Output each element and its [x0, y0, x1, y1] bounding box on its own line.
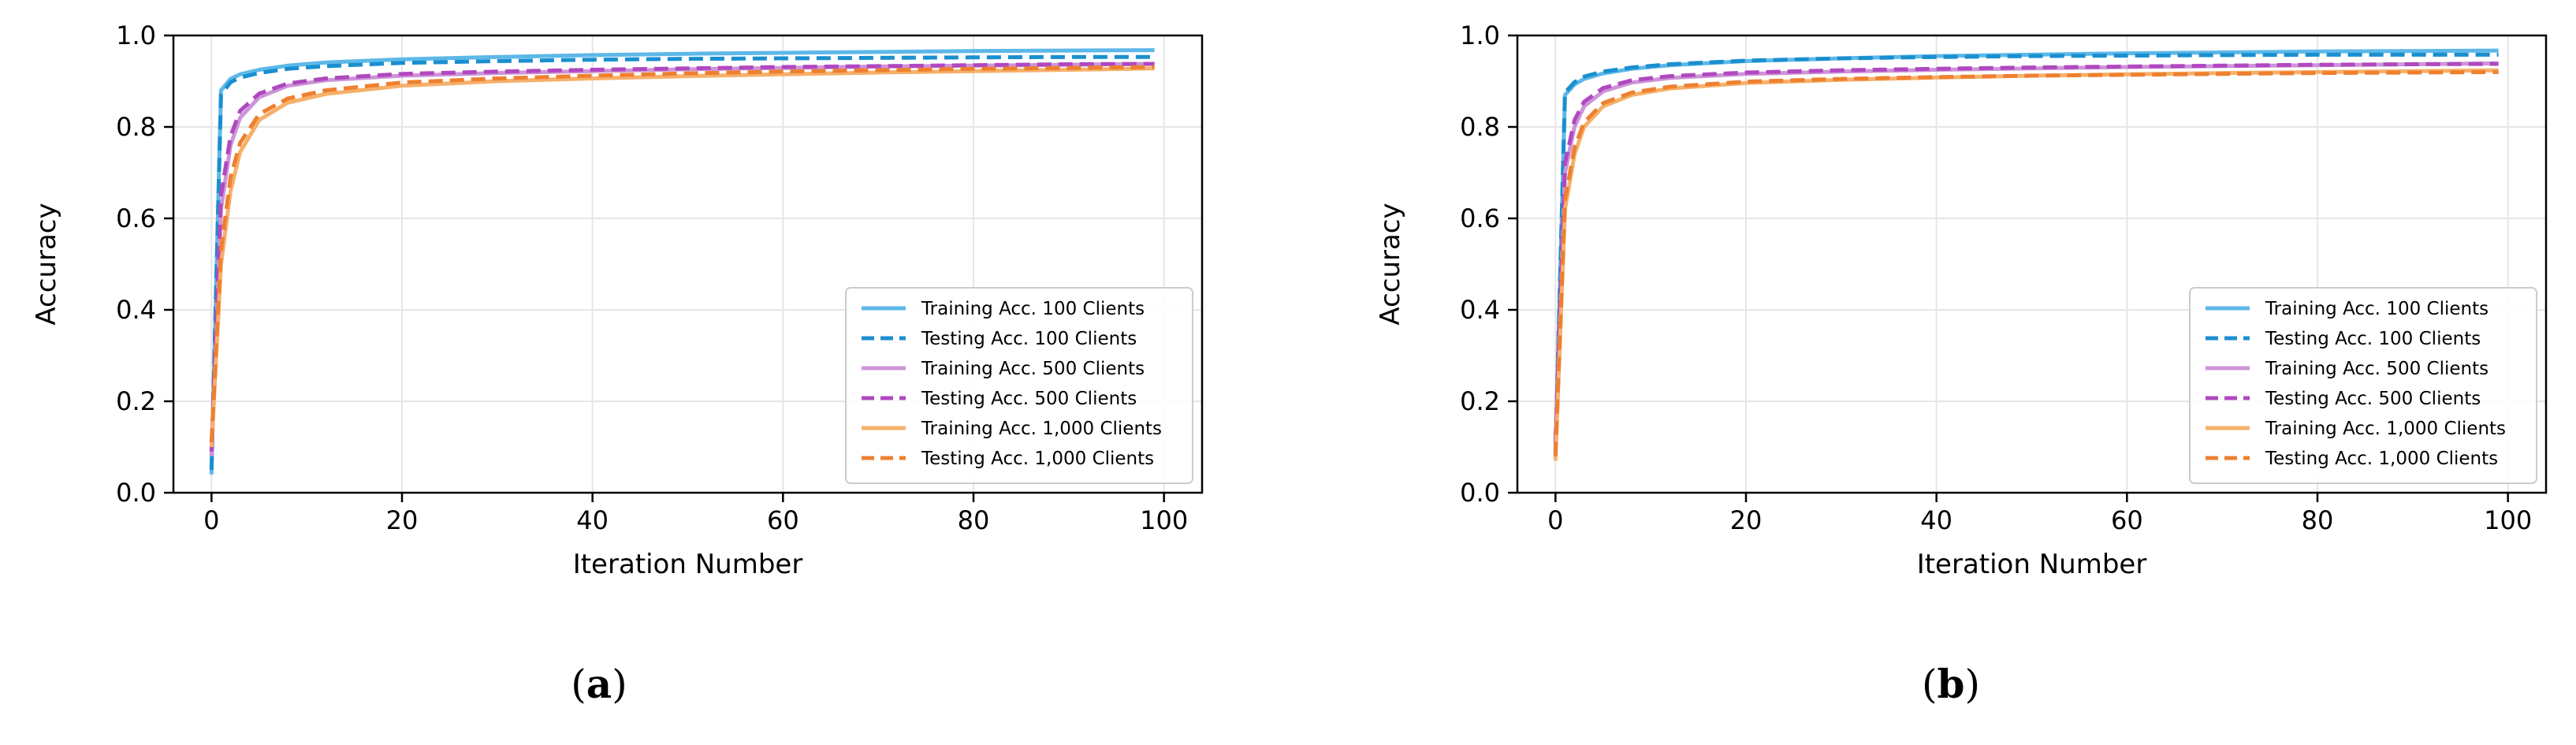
caption-letter: b: [1938, 661, 1965, 707]
y-tick-label: 0.2: [1460, 386, 1500, 416]
x-tick-label: 0: [1547, 505, 1563, 535]
caption-letter: a: [586, 661, 612, 707]
x-tick-label: 100: [2484, 505, 2532, 535]
x-tick-label: 0: [203, 505, 219, 535]
series-line-6: [1553, 69, 2499, 456]
legend: Training Acc. 100 Clients Testing Acc. 10…: [845, 287, 1193, 484]
panel-caption: (b): [1922, 661, 1980, 707]
caption-paren-open: (: [571, 661, 586, 707]
y-axis-label: Accuracy: [31, 203, 62, 325]
series-line-5: [209, 66, 1155, 448]
legend-label: Testing Acc. 500 Clients: [2265, 389, 2481, 409]
x-tick-label: 80: [958, 505, 990, 535]
x-tick-label: 60: [767, 505, 799, 535]
chart-panel-b: 0 20 40 60 80 100 0.0 0.2 0.4 0.6 0.8 1.0 Iteration …: [1375, 20, 2548, 707]
caption-paren-close: ): [612, 661, 627, 707]
y-tick-label: 0.8: [116, 112, 156, 142]
y-tick-label: 0.6: [116, 203, 156, 233]
y-tick-label: 0.0: [1460, 478, 1500, 508]
x-tick-label: 40: [576, 505, 609, 535]
series-line-4: [1553, 61, 2499, 443]
y-tick-label: 0.0: [116, 478, 156, 508]
x-tick-label: 60: [2111, 505, 2143, 535]
y-tick-label: 0.6: [1460, 203, 1500, 233]
series-line-2: [209, 54, 1155, 471]
series-group: [209, 48, 1155, 475]
panel-caption: (a): [571, 661, 627, 707]
legend-label: Training Acc. 1,000 Clients: [921, 419, 1162, 439]
series-line-2: [1553, 52, 2499, 452]
legend-label: Training Acc. 100 Clients: [921, 299, 1145, 319]
legend-label: Training Acc. 500 Clients: [2265, 359, 2489, 379]
x-tick-label: 20: [1730, 505, 1763, 535]
legend-box: [845, 287, 1193, 484]
caption-paren-open: (: [1922, 661, 1938, 707]
y-tick-label: 0.8: [1460, 112, 1500, 142]
y-axis-label: Accuracy: [1375, 203, 1406, 325]
series-line-1: [209, 48, 1155, 475]
legend-label: Testing Acc. 1,000 Clients: [921, 449, 1154, 469]
series-line-4: [209, 61, 1155, 452]
x-tick-label: 80: [2302, 505, 2334, 535]
legend-label: Testing Acc. 100 Clients: [921, 329, 1137, 349]
x-tick-label: 100: [1140, 505, 1188, 535]
axes-frame: [1516, 34, 2548, 494]
axes-frame: [172, 34, 1204, 494]
legend-box: [2189, 287, 2537, 484]
x-tick-label: 40: [1920, 505, 1952, 535]
y-tick-label: 1.0: [116, 20, 156, 50]
legend-label: Training Acc. 500 Clients: [921, 359, 1145, 379]
series-group: [1553, 48, 2499, 461]
x-axis-label: Iteration Number: [573, 549, 803, 580]
series-line-6: [209, 65, 1155, 443]
y-tick-label: 0.4: [116, 295, 156, 325]
y-tick-label: 1.0: [1460, 20, 1500, 50]
caption-paren-close: ): [1964, 661, 1980, 707]
legend-label: Testing Acc. 1,000 Clients: [2265, 449, 2498, 469]
chart-panel-a: 0 20 40 60 80 100 0.0 0.2 0.4 0.6 0.8 1.0 Iteration …: [31, 20, 1204, 707]
y-tick-label: 0.4: [1460, 295, 1500, 325]
legend: Training Acc. 100 Clients Testing Acc. 10…: [2189, 287, 2537, 484]
series-line-1: [1553, 48, 2499, 456]
legend-label: Testing Acc. 100 Clients: [2265, 329, 2481, 349]
x-tick-label: 20: [386, 505, 419, 535]
legend-label: Training Acc. 1,000 Clients: [2265, 419, 2506, 439]
legend-label: Training Acc. 100 Clients: [2265, 299, 2489, 319]
x-axis-label: Iteration Number: [1917, 549, 2147, 580]
legend-label: Testing Acc. 500 Clients: [921, 389, 1137, 409]
y-tick-label: 0.2: [116, 386, 156, 416]
